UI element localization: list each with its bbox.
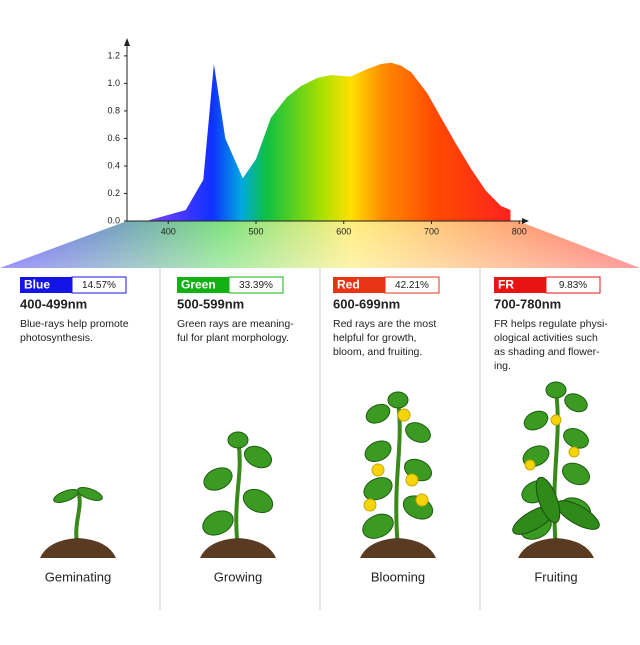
x-arrow (522, 218, 529, 224)
y-tick-label: 1.2 (107, 50, 120, 60)
wavelength-range: 700-780nm (494, 296, 561, 311)
description: Blue-rays help promote (20, 318, 129, 330)
y-tick-label: 0.0 (107, 215, 120, 225)
wavelength-range: 400-499nm (20, 296, 87, 311)
y-tick-label: 0.2 (107, 188, 120, 198)
soil (40, 538, 116, 558)
percent-box (384, 276, 440, 294)
plant-illustration (200, 431, 276, 558)
leaf (227, 431, 249, 449)
leaf (561, 462, 591, 486)
soil (518, 538, 594, 558)
leaf (203, 467, 233, 491)
x-tick-label: 500 (248, 226, 263, 236)
color-label: Blue (24, 278, 50, 292)
leaf (563, 427, 589, 449)
plant-illustration (512, 381, 600, 558)
flower (363, 498, 377, 512)
color-label: Green (181, 278, 216, 292)
flower (397, 408, 411, 422)
soil (360, 538, 436, 558)
leaf (243, 445, 273, 469)
percent: 42.21% (395, 280, 429, 291)
leaf (363, 477, 393, 501)
stage: Geminating (45, 569, 111, 584)
x-tick-label: 600 (336, 226, 351, 236)
x-tick-label: 800 (512, 226, 527, 236)
plant-illustration (360, 391, 436, 558)
fan-fade (0, 221, 640, 268)
description: ful for plant morphology. (177, 332, 289, 344)
description: Red rays are the most (333, 318, 436, 330)
color-label-box (20, 277, 72, 293)
leaf (564, 393, 588, 413)
flower (371, 463, 385, 477)
soil (200, 538, 276, 558)
leaf (77, 487, 103, 501)
color-label-box (177, 277, 229, 293)
leaf (362, 513, 394, 539)
wavelength-range: 600-699nm (333, 296, 400, 311)
leaf (365, 403, 391, 424)
x-tick-label: 700 (424, 226, 439, 236)
stage: Growing (214, 569, 262, 584)
description: FR helps regulate physi- (494, 318, 608, 330)
leaf (523, 410, 549, 431)
percent: 9.83% (559, 280, 587, 291)
leaf (522, 445, 550, 467)
stem (394, 399, 402, 551)
flower (524, 459, 536, 471)
percent-box (71, 276, 127, 294)
y-tick-label: 0.4 (107, 160, 120, 170)
percent: 33.39% (239, 280, 273, 291)
flower (415, 493, 429, 507)
color-label: FR (498, 278, 514, 292)
description: bloom, and fruiting. (333, 346, 422, 358)
color-label: Red (337, 278, 360, 292)
y-tick-label: 0.8 (107, 105, 120, 115)
percent: 14.57% (82, 280, 116, 291)
percent-box (545, 276, 601, 294)
description: ing. (494, 360, 511, 372)
leaf (545, 381, 567, 399)
y-tick-label: 1.0 (107, 78, 120, 88)
leaf (53, 489, 79, 503)
description: as shading and flower- (494, 346, 600, 358)
flower (550, 414, 562, 426)
stem (234, 439, 242, 551)
y-tick-label: 0.6 (107, 133, 120, 143)
percent-box (228, 276, 284, 294)
spectrum-area (146, 62, 511, 221)
description: helpful for growth, (333, 332, 416, 344)
leaf (405, 422, 431, 443)
stage: Fruiting (534, 569, 577, 584)
cucumber (535, 476, 561, 524)
flower (568, 446, 580, 458)
leaf (387, 391, 409, 409)
plant-illustration (40, 487, 116, 558)
description: Green rays are meaning- (177, 318, 294, 330)
y-arrow (124, 38, 130, 46)
stem (552, 389, 560, 551)
description: photosynthesis. (20, 332, 93, 344)
wavelength-range: 500-599nm (177, 296, 244, 311)
stage: Blooming (371, 569, 425, 584)
leaf (364, 440, 392, 463)
x-tick-label: 400 (161, 226, 176, 236)
leaf (242, 488, 274, 514)
description: ological activities such (494, 332, 598, 344)
color-label-box (333, 277, 385, 293)
flower (405, 473, 419, 487)
color-label-box (494, 277, 546, 293)
leaf (202, 510, 234, 536)
